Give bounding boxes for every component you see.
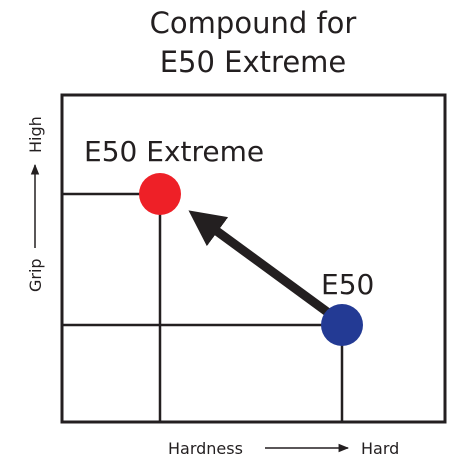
x-axis-label: Hardness (168, 439, 243, 458)
node-label: E50 (321, 268, 374, 301)
title-line: E50 Extreme (160, 45, 347, 79)
y-axis-end-label: High (26, 116, 45, 153)
guide-line (62, 323, 344, 422)
node-label: E50 Extreme (84, 135, 264, 168)
plot-frame (60, 93, 447, 424)
guide-line (62, 192, 162, 422)
y-axis-label: Grip (26, 258, 45, 292)
node-dot (321, 304, 363, 346)
title-line: Compound for (150, 6, 357, 40)
direction-arrow (188, 210, 333, 318)
node-dot (139, 173, 181, 215)
x-axis-end-label: Hard (361, 439, 399, 458)
